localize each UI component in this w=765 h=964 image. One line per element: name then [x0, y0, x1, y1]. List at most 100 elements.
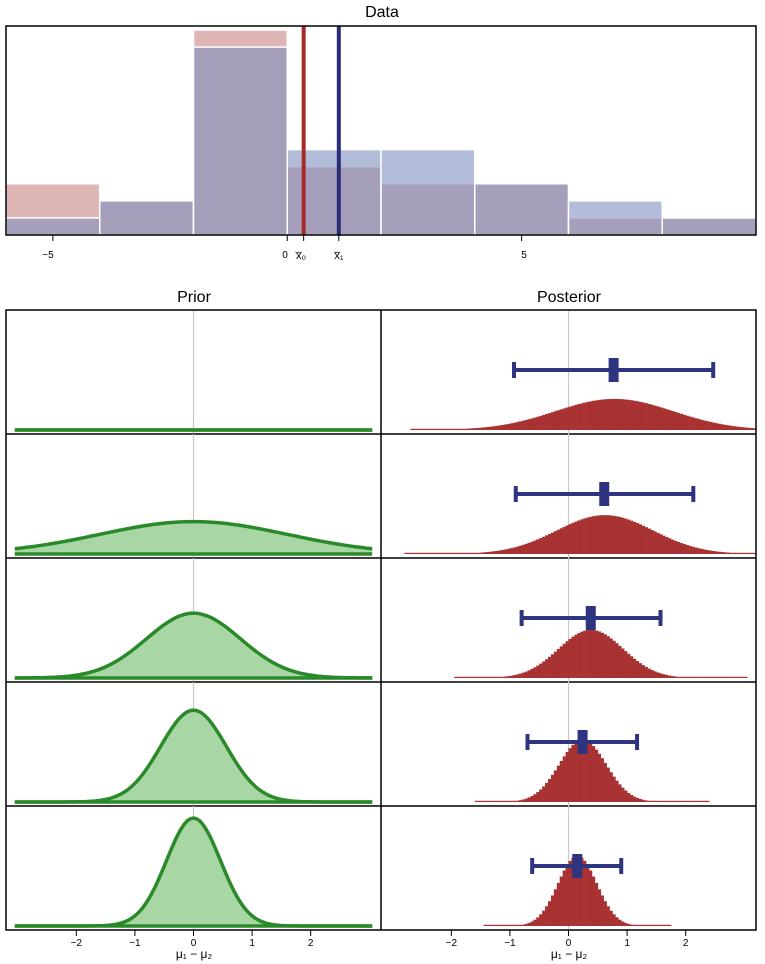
- posterior-bar-3: [691, 800, 695, 802]
- posterior-bar-1: [515, 546, 519, 554]
- posterior-bar-4: [506, 924, 511, 926]
- posterior-bar-1: [703, 549, 707, 554]
- posterior-bar-0: [512, 422, 517, 430]
- posterior-bar-4: [483, 924, 487, 926]
- data-tick-label-0: 0: [282, 250, 288, 261]
- posterior-bar-2: [512, 675, 517, 678]
- posterior-bar-3: [504, 800, 508, 802]
- posterior-bar-1: [723, 552, 727, 554]
- posterior-bar-1: [644, 527, 648, 554]
- posterior-bar-0: [600, 399, 604, 430]
- posterior-bar-2: [530, 668, 534, 678]
- posterior-bar-4: [495, 924, 499, 926]
- posterior-bar-2: [600, 632, 604, 678]
- posterior-bar-1: [632, 521, 637, 554]
- posterior-bar-1: [709, 550, 713, 554]
- posterior-bar-1: [498, 550, 502, 554]
- posterior-bar-2: [726, 676, 730, 678]
- posterior-bar-1: [439, 552, 443, 554]
- posterior-bar-2: [697, 676, 701, 678]
- posterior-bar-1: [577, 520, 581, 554]
- posterior-bar-3: [571, 744, 575, 802]
- posterior-bar-0: [433, 428, 437, 430]
- posterior-bar-0: [720, 424, 725, 430]
- posterior-x-axis: −2 −1 0 1 2: [446, 930, 689, 949]
- posterior-point-estimate-4: [572, 854, 583, 878]
- posterior-bar-3: [671, 800, 675, 802]
- posterior-bar-1: [706, 550, 710, 554]
- posterior-bar-0: [568, 406, 572, 430]
- posterior-bar-0: [714, 423, 719, 430]
- posterior-bar-4: [609, 910, 613, 926]
- posterior-bar-2: [709, 676, 713, 678]
- posterior-bar-2: [495, 676, 499, 678]
- posterior-bar-0: [650, 404, 654, 430]
- posterior-bar-1: [741, 552, 745, 554]
- posterior-bar-2: [518, 673, 522, 678]
- posterior-bar-1: [630, 520, 634, 554]
- prior-density-fill-3: [14, 710, 373, 802]
- posterior-bar-0: [504, 424, 508, 430]
- posterior-bar-1: [738, 552, 742, 554]
- hist-bar-group-1-bin-4: [380, 148, 476, 236]
- data-panel-frame: [5, 25, 757, 236]
- posterior-bar-3: [668, 800, 672, 802]
- posterior-bar-1: [750, 552, 754, 554]
- posterior-bar-0: [498, 425, 502, 430]
- posterior-bar-3: [703, 800, 707, 802]
- prior-axis-tick-label-3: 1: [249, 938, 255, 949]
- posterior-bar-3: [550, 774, 555, 802]
- posterior-bar-2: [635, 661, 640, 678]
- posterior-bar-4: [656, 924, 660, 926]
- posterior-bar-1: [627, 519, 631, 554]
- posterior-bar-4: [591, 876, 596, 926]
- posterior-bar-0: [612, 398, 616, 430]
- posterior-bar-0: [533, 417, 537, 430]
- posterior-bar-2: [527, 670, 531, 678]
- posterior-bar-4: [635, 924, 640, 926]
- posterior-bar-3: [606, 767, 610, 802]
- posterior-bar-2: [615, 643, 619, 678]
- posterior-bar-0: [553, 411, 558, 430]
- posterior-bar-0: [465, 428, 470, 430]
- posterior-bar-1: [407, 552, 411, 554]
- posterior-bar-2: [568, 638, 572, 678]
- posterior-bar-2: [524, 671, 528, 678]
- posterior-bar-1: [501, 549, 505, 554]
- prior-density-fill-4: [14, 818, 373, 926]
- posterior-bar-0: [659, 407, 663, 430]
- posterior-bar-2: [597, 631, 602, 678]
- posterior-bar-2: [685, 676, 689, 678]
- posterior-bar-3: [486, 800, 490, 802]
- posterior-bar-0: [545, 414, 549, 430]
- posterior-title: Posterior: [537, 289, 602, 306]
- posterior-bar-0: [448, 428, 452, 430]
- posterior-axis-tick-label-3: 1: [624, 938, 630, 949]
- posterior-bar-1: [559, 528, 563, 554]
- posterior-bar-4: [527, 922, 531, 926]
- posterior-bar-4: [594, 882, 599, 926]
- posterior-bar-0: [410, 428, 414, 430]
- posterior-bar-3: [568, 748, 572, 802]
- posterior-bar-4: [668, 924, 672, 926]
- posterior-bar-2: [735, 676, 739, 678]
- posterior-bar-2: [504, 676, 508, 678]
- posterior-bar-0: [709, 421, 713, 430]
- posterior-bar-3: [565, 752, 569, 802]
- posterior-bar-0: [492, 426, 496, 430]
- posterior-bar-2: [521, 672, 525, 678]
- posterior-point-estimate-0: [608, 358, 619, 382]
- posterior-bar-3: [539, 789, 543, 802]
- posterior-bar-3: [542, 786, 546, 802]
- posterior-bar-1: [612, 515, 616, 554]
- posterior-bar-4: [565, 865, 569, 926]
- posterior-bar-2: [571, 636, 575, 678]
- posterior-bar-3: [498, 800, 502, 802]
- posterior-bar-2: [565, 641, 569, 678]
- mean-label-group-1: x̅₁: [333, 250, 344, 262]
- data-histogram-panel: [5, 26, 757, 241]
- posterior-bar-1: [457, 552, 461, 554]
- posterior-bar-2: [457, 676, 461, 678]
- posterior-bar-0: [653, 405, 657, 430]
- posterior-bar-2: [676, 676, 681, 678]
